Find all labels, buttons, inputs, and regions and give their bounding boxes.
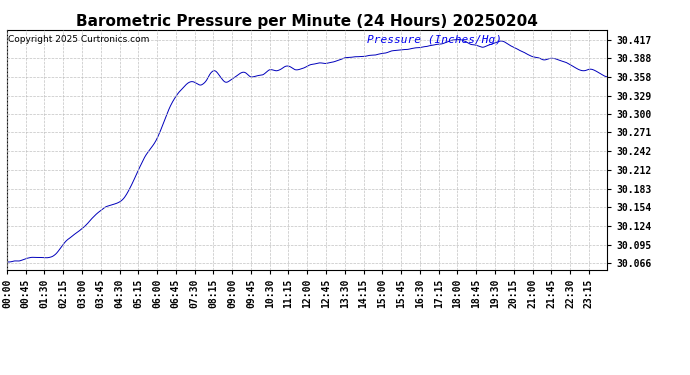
Title: Barometric Pressure per Minute (24 Hours) 20250204: Barometric Pressure per Minute (24 Hours… [76, 14, 538, 29]
Text: Copyright 2025 Curtronics.com: Copyright 2025 Curtronics.com [8, 35, 150, 44]
Text: Pressure (Inches/Hg): Pressure (Inches/Hg) [367, 35, 502, 45]
